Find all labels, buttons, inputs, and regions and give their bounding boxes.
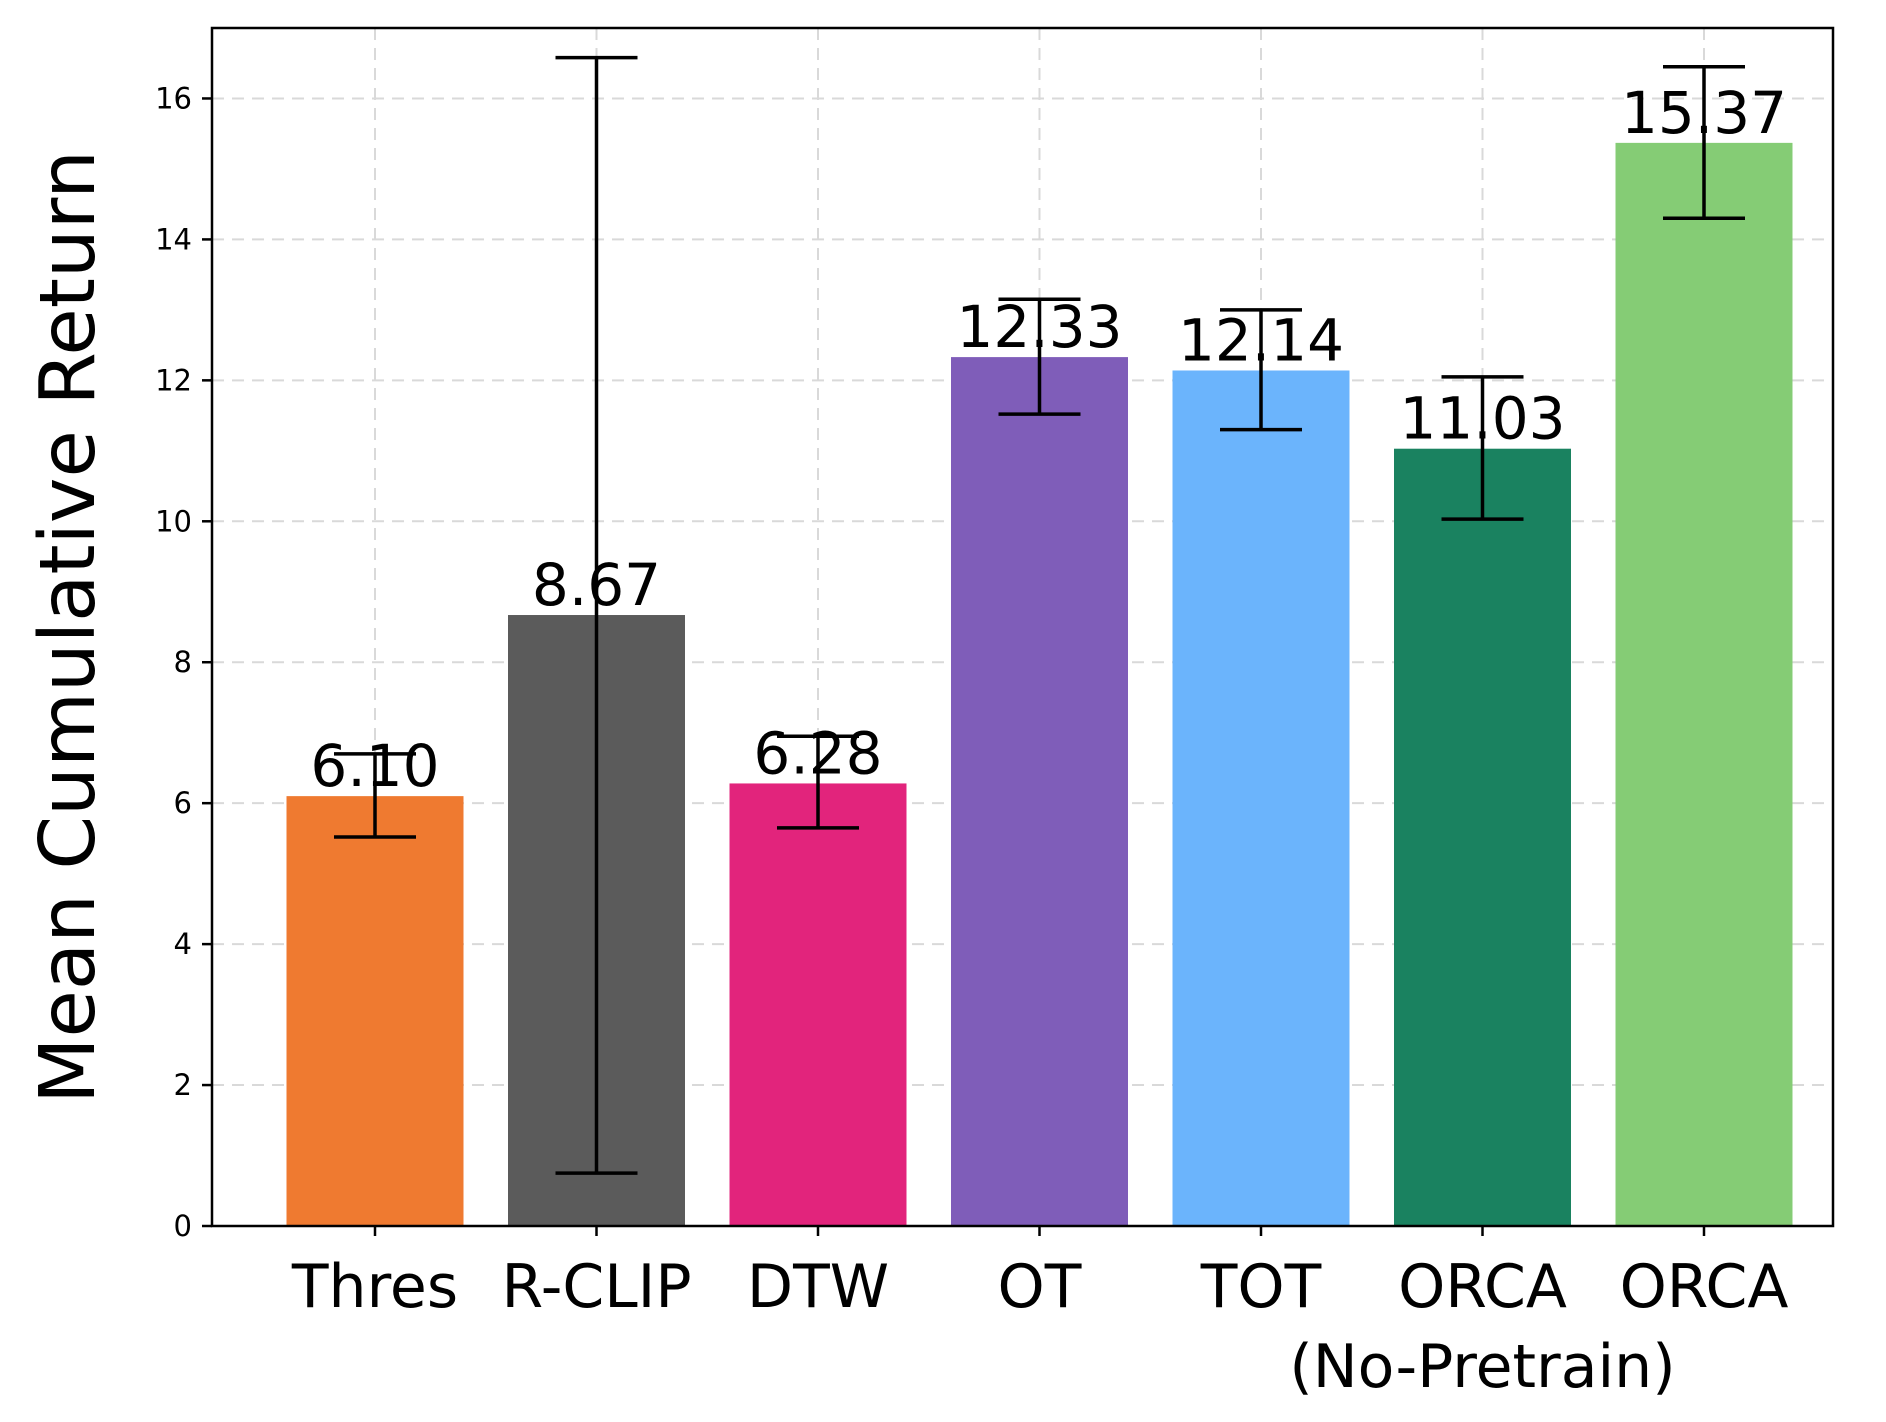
x-tick-label: OT (998, 1252, 1082, 1322)
y-axis: 0 2 4 6 8 10 12 14 16 (155, 81, 212, 1243)
y-axis-title: Mean Cumulative Return (24, 150, 113, 1104)
x-tick-label: ORCA (1398, 1252, 1567, 1322)
bar (951, 357, 1128, 1226)
error-bars (334, 55, 1745, 1175)
x-tick-label: Thres (291, 1252, 458, 1322)
data-label: 11.03 (1399, 385, 1565, 453)
y-tick-label: 2 (174, 1068, 192, 1102)
bar (1394, 448, 1571, 1226)
x-tick-label: ORCA (1620, 1252, 1789, 1322)
bar (729, 783, 907, 1226)
bar (1615, 142, 1793, 1226)
x-axis: Thres R-CLIP DTW OT TOT ORCA (No-Pretrain) ORCA (291, 1226, 1789, 1402)
y-tick-label: 14 (155, 222, 192, 256)
y-tick-label: 8 (174, 645, 192, 679)
x-tick-label: R-CLIP (501, 1252, 691, 1322)
data-label: 8.67 (532, 551, 661, 619)
x-tick-label: TOT (1200, 1252, 1322, 1322)
bar (286, 796, 464, 1226)
y-tick-label: 6 (174, 786, 192, 820)
x-tick-sublabel: (No-Pretrain) (1289, 1332, 1675, 1402)
y-tick-label: 16 (155, 81, 192, 115)
y-tick-label: 0 (174, 1209, 192, 1243)
plot-frame (210, 26, 1835, 1228)
data-label: 6.10 (310, 732, 439, 800)
y-tick-label: 12 (155, 363, 192, 397)
bar (1172, 370, 1350, 1226)
value-labels: 6.10 8.67 6.28 12.33 12.14 11.03 15.37 (310, 79, 1787, 800)
data-label: 12.14 (1178, 306, 1344, 374)
data-label: 12.33 (956, 293, 1122, 361)
data-label: 15.37 (1621, 79, 1787, 147)
y-tick-label: 10 (155, 504, 192, 538)
data-label: 6.28 (753, 719, 882, 787)
y-tick-label: 4 (174, 927, 192, 961)
x-tick-label: DTW (747, 1252, 889, 1322)
